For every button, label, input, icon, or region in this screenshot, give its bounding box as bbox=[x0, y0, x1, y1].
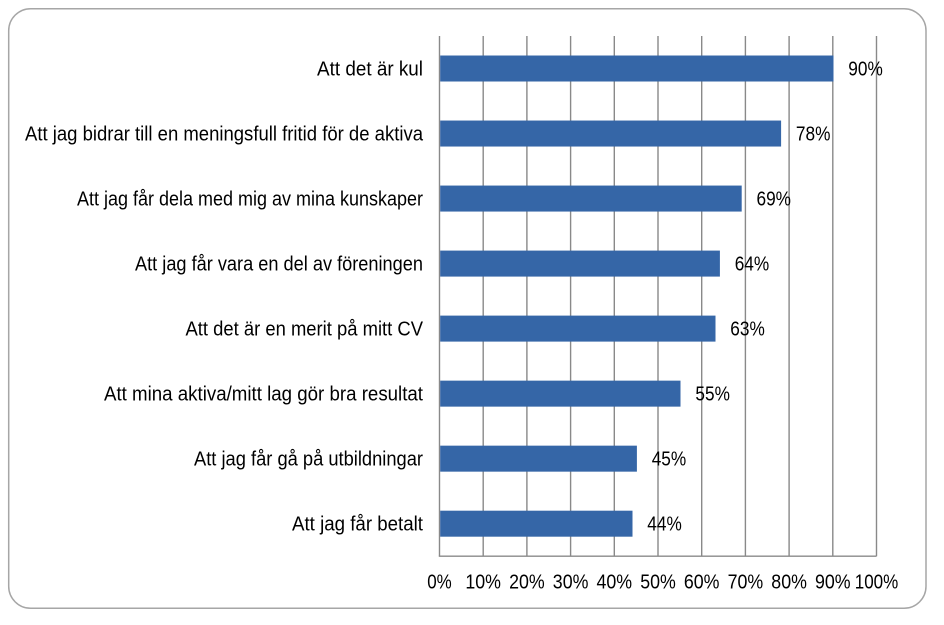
svg-text:Att jag får dela med mig av mi: Att jag får dela med mig av mina kunskap… bbox=[77, 188, 423, 210]
svg-text:Att jag bidrar till en menings: Att jag bidrar till en meningsfull friti… bbox=[25, 123, 424, 145]
svg-text:50%: 50% bbox=[640, 572, 676, 594]
svg-text:55%: 55% bbox=[695, 384, 730, 406]
svg-text:Att det är kul: Att det är kul bbox=[317, 58, 423, 80]
svg-text:60%: 60% bbox=[684, 572, 720, 594]
svg-text:20%: 20% bbox=[509, 572, 545, 594]
svg-text:Att det är en merit på mitt CV: Att det är en merit på mitt CV bbox=[186, 319, 424, 341]
svg-text:63%: 63% bbox=[730, 319, 765, 341]
svg-text:45%: 45% bbox=[652, 449, 687, 471]
svg-text:30%: 30% bbox=[553, 572, 589, 594]
svg-text:80%: 80% bbox=[771, 572, 807, 594]
svg-text:10%: 10% bbox=[465, 572, 501, 594]
svg-text:90%: 90% bbox=[848, 58, 883, 80]
svg-text:Att jag får vara en del av för: Att jag får vara en del av föreningen bbox=[135, 253, 423, 275]
svg-text:Att jag får gå på utbildningar: Att jag får gå på utbildningar bbox=[194, 449, 423, 471]
svg-text:Att jag får betalt: Att jag får betalt bbox=[292, 514, 423, 536]
svg-text:64%: 64% bbox=[735, 253, 770, 275]
svg-text:78%: 78% bbox=[796, 123, 831, 145]
svg-text:70%: 70% bbox=[728, 572, 764, 594]
svg-text:69%: 69% bbox=[757, 188, 792, 210]
svg-text:90%: 90% bbox=[815, 572, 851, 594]
svg-text:40%: 40% bbox=[597, 572, 633, 594]
svg-text:100%: 100% bbox=[855, 572, 899, 594]
svg-text:44%: 44% bbox=[647, 514, 682, 536]
svg-text:Att mina aktiva/mitt lag gör b: Att mina aktiva/mitt lag gör bra resulta… bbox=[104, 384, 423, 406]
svg-text:0%: 0% bbox=[427, 572, 452, 594]
